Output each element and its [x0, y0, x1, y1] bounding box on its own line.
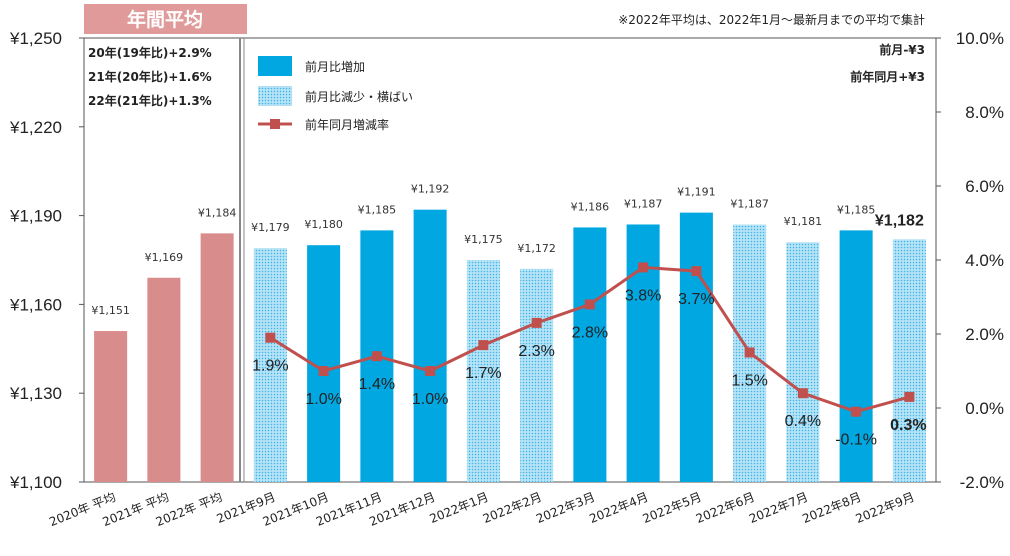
yoy-marker — [691, 266, 702, 277]
bar-value-label: ¥1,185 — [358, 203, 397, 216]
legend-swatch-down — [258, 86, 292, 106]
legend-label-up: 前月比増加 — [305, 59, 365, 74]
y-right-tick-label: 0.0% — [965, 399, 1004, 418]
y-right-tick-label: 6.0% — [965, 177, 1004, 196]
x-category-label: 2022年3月 — [534, 490, 597, 526]
bar-value-label: ¥1,151 — [91, 304, 130, 317]
y-left-tick-label: ¥1,100 — [9, 473, 62, 492]
annual-line-2: 21年(20年比)+1.6% — [88, 69, 212, 84]
y-right-tick-label: 10.0% — [956, 29, 1004, 48]
bar-up — [839, 230, 873, 482]
bar-up — [413, 209, 447, 482]
yoy-marker — [265, 332, 276, 343]
x-category-label: 2022年5月 — [641, 490, 704, 526]
bar-down — [253, 248, 287, 482]
yoy-value-label: 2.3% — [518, 343, 554, 360]
x-category-label: 2022年1月 — [428, 490, 491, 526]
bar-value-label: ¥1,185 — [837, 203, 876, 216]
y-left-tick-label: ¥1,190 — [9, 207, 62, 226]
note-average-basis: ※2022年平均は、2022年1月～最新月までの平均で集計 — [618, 12, 925, 27]
bar-down — [892, 239, 926, 482]
bar-value-label: ¥1,187 — [730, 197, 769, 210]
bar-value-label: ¥1,180 — [304, 218, 343, 231]
annual-header-title: 年間平均 — [127, 8, 203, 31]
y-left-tick-label: ¥1,250 — [9, 29, 62, 48]
bar-value-label: ¥1,184 — [198, 206, 237, 219]
bar-down — [786, 242, 820, 482]
yoy-value-label: 3.7% — [678, 291, 714, 308]
yoy-value-label: 2.8% — [572, 324, 608, 341]
legend: 前月比増加 前月比減少・横ばい 前年同月増減率 — [258, 56, 413, 132]
bar-value-label: ¥1,192 — [411, 183, 450, 196]
bar-down — [466, 260, 500, 482]
yoy-value-label: 0.4% — [785, 413, 821, 430]
y-left-tick-label: ¥1,160 — [9, 295, 62, 314]
yoy-marker — [797, 388, 808, 399]
y-right-tick-label: -2.0% — [960, 473, 1004, 492]
y-right-tick-label: 2.0% — [965, 325, 1004, 344]
yoy-marker — [478, 340, 489, 351]
bar-value-label: ¥1,186 — [571, 200, 610, 213]
yoy-value-label: 0.3% — [890, 417, 926, 434]
bar-value-label: ¥1,182 — [875, 212, 924, 229]
bar-annual — [200, 233, 234, 482]
bar-annual — [147, 277, 181, 482]
legend-swatch-up — [258, 56, 292, 76]
yoy-marker — [371, 351, 382, 362]
legend-label-line: 前年同月増減率 — [305, 117, 389, 132]
y-left-tick-label: ¥1,130 — [9, 384, 62, 403]
y-right-tick-label: 4.0% — [965, 251, 1004, 270]
yoy-value-label: -0.1% — [835, 432, 877, 449]
yoy-marker — [851, 406, 862, 417]
bar-value-label: ¥1,179 — [251, 221, 290, 234]
bar-value-label: ¥1,191 — [677, 186, 716, 199]
x-category-label: 2022年9月 — [854, 490, 917, 526]
yoy-value-label: 1.7% — [465, 365, 501, 382]
note-year-over-year: 前年同月+¥3 — [850, 69, 925, 84]
annual-line-1: 20年(19年比)+2.9% — [88, 45, 212, 60]
bar-up — [679, 212, 713, 482]
yoy-value-label: 1.4% — [359, 376, 395, 393]
x-category-label: 2022年6月 — [694, 490, 757, 526]
bar-down — [520, 268, 554, 482]
x-category-label: 2022年4月 — [587, 490, 650, 526]
bar-annual — [94, 331, 128, 482]
note-month-over-month: 前月-¥3 — [879, 42, 925, 57]
bar-value-label: ¥1,187 — [624, 197, 663, 210]
bar-value-label: ¥1,169 — [145, 251, 184, 264]
yoy-marker — [425, 366, 436, 376]
annual-header-bg — [84, 4, 247, 34]
yoy-marker — [638, 262, 649, 273]
bar-value-label: ¥1,172 — [517, 242, 556, 255]
y-right-tick-label: 8.0% — [965, 103, 1004, 122]
x-category-label: 2022年8月 — [800, 490, 863, 526]
x-category-label: 2022年2月 — [481, 490, 544, 526]
bar-value-label: ¥1,181 — [784, 215, 823, 228]
yoy-marker — [531, 317, 542, 328]
legend-label-down: 前月比減少・横ばい — [305, 89, 413, 104]
yoy-marker — [584, 299, 595, 310]
legend-swatch-marker — [270, 119, 280, 129]
yoy-marker — [744, 347, 755, 358]
yoy-value-label: 1.0% — [412, 391, 448, 408]
bar-up — [573, 227, 607, 482]
yoy-marker — [904, 391, 915, 402]
y-left-tick-label: ¥1,220 — [9, 118, 62, 137]
annual-line-3: 22年(21年比)+1.3% — [88, 93, 212, 108]
yoy-value-label: 3.8% — [625, 287, 661, 304]
bar-value-label: ¥1,175 — [464, 233, 503, 246]
yoy-value-label: 1.0% — [305, 391, 341, 408]
yoy-marker — [318, 366, 329, 376]
x-category-label: 2022年7月 — [747, 490, 810, 526]
yoy-value-label: 1.9% — [252, 358, 288, 375]
yoy-value-label: 1.5% — [731, 373, 767, 390]
